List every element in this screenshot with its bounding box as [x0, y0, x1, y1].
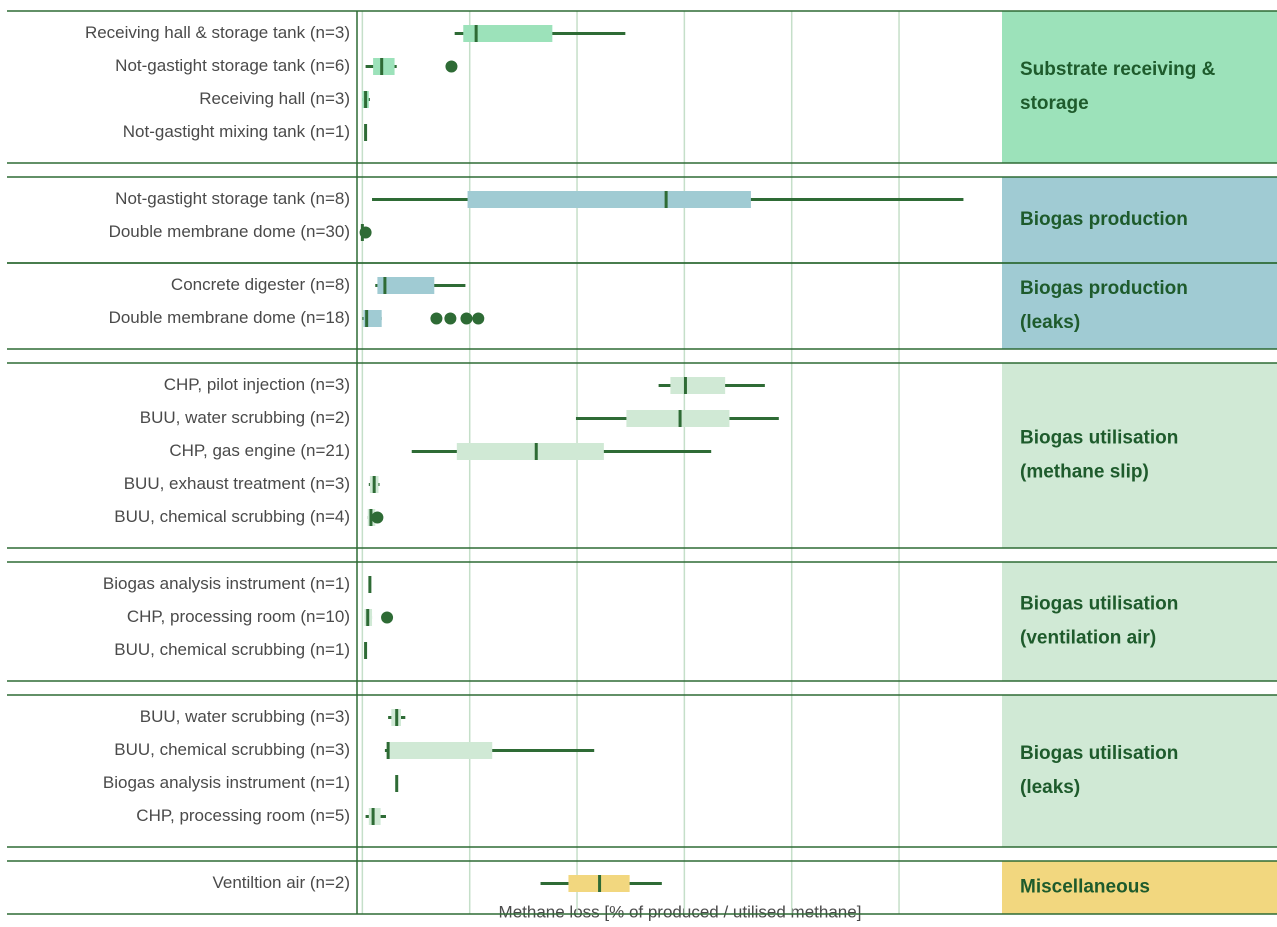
group-label-box [1002, 695, 1277, 847]
group-label-box [1002, 363, 1277, 548]
row-label: Biogas analysis instrument (n=1) [103, 773, 350, 792]
flier [371, 511, 384, 524]
row-label: BUU, chemical scrubbing (n=4) [114, 507, 350, 526]
box [467, 191, 751, 208]
flier [444, 312, 457, 325]
background-layer [1002, 11, 1277, 914]
row-label: CHP, processing room (n=10) [127, 607, 350, 626]
median [474, 25, 478, 42]
median [678, 410, 682, 427]
box [670, 377, 726, 394]
row-label: Not-gastight storage tank (n=8) [115, 189, 350, 208]
group-label: storage [1020, 93, 1089, 114]
group-label: Biogas utilisation [1020, 428, 1178, 449]
group-label-box [1002, 562, 1277, 681]
median [369, 509, 373, 526]
median [368, 576, 372, 593]
median [372, 476, 376, 493]
box [373, 58, 395, 75]
group-label: Biogas utilisation [1020, 743, 1178, 764]
row-label: Receiving hall & storage tank (n=3) [85, 23, 350, 42]
group-label-box [1002, 861, 1277, 914]
row-label: BUU, chemical scrubbing (n=1) [114, 640, 350, 659]
median [366, 609, 370, 626]
row-label: CHP, processing room (n=5) [136, 806, 350, 825]
row-label: BUU, water scrubbing (n=3) [140, 707, 350, 726]
group-label: Miscellaneous [1020, 877, 1150, 898]
median [383, 277, 387, 294]
median [364, 91, 368, 108]
box [456, 443, 604, 460]
group-label: (leaks) [1020, 312, 1080, 333]
x-axis-label: Methane loss [% of produced / utilised m… [499, 902, 862, 921]
group-label: (ventilation air) [1020, 628, 1156, 649]
row-label: Not-gastight storage tank (n=6) [115, 56, 350, 75]
row-label: CHP, gas engine (n=21) [169, 441, 350, 460]
group-label: Biogas utilisation [1020, 594, 1178, 615]
flier [445, 60, 458, 73]
median [365, 310, 369, 327]
group-label-box [1002, 11, 1277, 163]
median [534, 443, 538, 460]
row-label: Receiving hall (n=3) [199, 89, 350, 108]
row-label: Ventiltion air (n=2) [213, 873, 351, 892]
box [626, 410, 730, 427]
median [598, 875, 602, 892]
box [387, 742, 493, 759]
median [371, 808, 375, 825]
group-label: (methane slip) [1020, 462, 1149, 483]
row-label: CHP, pilot injection (n=3) [164, 375, 350, 394]
row-label: Biogas analysis instrument (n=1) [103, 574, 350, 593]
flier [472, 312, 485, 325]
group-label-box [1002, 177, 1277, 263]
row-label: Double membrane dome (n=18) [109, 308, 350, 327]
median [395, 775, 399, 792]
row-label: Concrete digester (n=8) [171, 275, 350, 294]
median [395, 709, 399, 726]
flier [460, 312, 473, 325]
group-label: Biogas production [1020, 209, 1188, 230]
median [683, 377, 687, 394]
flier [381, 611, 394, 624]
box [463, 25, 553, 42]
grid-layer [7, 10, 1277, 915]
group-label: Biogas production [1020, 278, 1188, 299]
median [380, 58, 384, 75]
median [364, 642, 368, 659]
row-label: BUU, chemical scrubbing (n=3) [114, 740, 350, 759]
group-label: Substrate receiving & [1020, 59, 1216, 80]
mark-layer: Substrate receiving & storage Receiving ha… [85, 23, 1216, 898]
row-label: BUU, exhaust treatment (n=3) [124, 474, 350, 493]
row-label: Double membrane dome (n=30) [109, 222, 350, 241]
row-label: Not-gastight mixing tank (n=1) [123, 122, 350, 141]
flier [359, 226, 372, 239]
row-label: BUU, water scrubbing (n=2) [140, 408, 350, 427]
median [664, 191, 668, 208]
median [386, 742, 390, 759]
box [377, 277, 435, 294]
group-label: (leaks) [1020, 777, 1080, 798]
flier [430, 312, 443, 325]
group-label-box [1002, 263, 1277, 349]
median [364, 124, 368, 141]
box [368, 808, 381, 825]
